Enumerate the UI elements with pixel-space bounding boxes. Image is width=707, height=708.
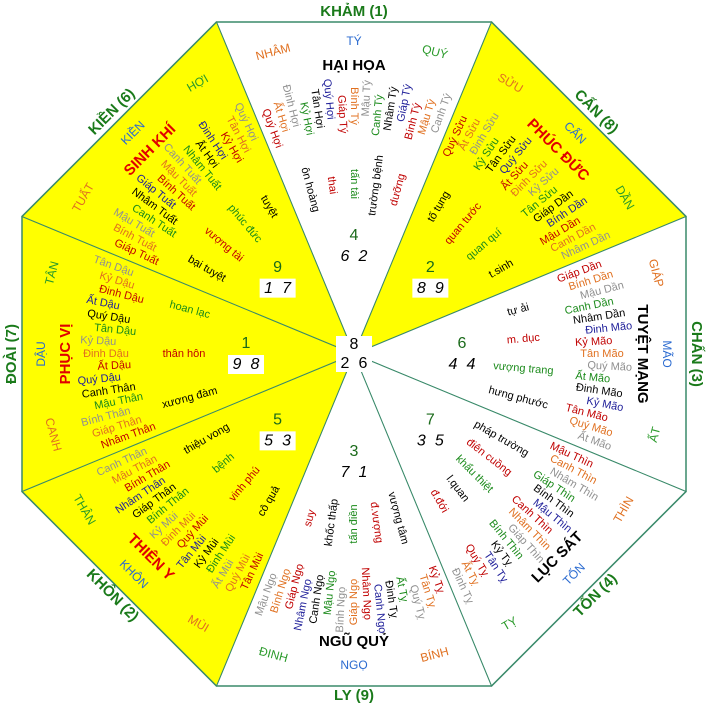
flying-star: 1 — [242, 335, 251, 352]
flying-star: 9 — [233, 356, 242, 373]
mountain: TÂN — [41, 259, 62, 286]
flying-star: 6 — [458, 335, 467, 352]
direction-label: ĐOÀI (7) — [3, 324, 20, 384]
flying-star: 4 — [449, 356, 458, 373]
palace-word: tấn tài — [348, 169, 360, 199]
stem-branch: Tân Dậu — [94, 322, 137, 338]
stem-branch: Kỷ Dậu — [80, 334, 117, 348]
flying-star: 7 — [282, 280, 292, 297]
number-box — [444, 355, 480, 374]
flying-star: 1 — [264, 280, 273, 297]
stem-branch: Tân Hợi — [308, 88, 326, 129]
stem-branch: Quý Hợi — [321, 78, 337, 120]
flying-star: 3 — [282, 433, 291, 450]
flying-star: 4 — [350, 227, 359, 244]
star-name: TUYỆT MẠNG — [634, 304, 652, 403]
palace-word: đ.vượng — [368, 501, 385, 544]
stem-branch: Giáp Ngọ — [348, 579, 360, 625]
stem-branch: Ất Mão — [575, 369, 611, 385]
stem-branch: Giáp Tý — [335, 95, 349, 134]
palace-word: suy — [302, 508, 318, 528]
number-box — [259, 278, 296, 298]
octagon-border — [21, 21, 687, 687]
direction-label: KHẢM (1) — [320, 3, 388, 20]
stem-branch: Ất Tỵ — [393, 575, 411, 603]
direction-label: CHẤN (3) — [688, 321, 705, 387]
palace-word: thai — [325, 176, 339, 195]
flying-star: 6 — [341, 248, 350, 265]
mountain: TÝ — [346, 33, 361, 48]
flying-star: 8 — [417, 280, 426, 297]
stem-branch: Đinh Dậu — [83, 348, 129, 360]
palace-word: vượng trang — [493, 360, 554, 377]
center-box — [336, 336, 372, 372]
stem-branch: Bính Ngọ — [334, 586, 348, 632]
stem-branch: Kỷ Mão — [575, 335, 613, 349]
stem-branch: Ất Dậu — [97, 358, 131, 373]
flying-star: 8 — [251, 356, 260, 373]
flying-star: 5 — [264, 433, 273, 450]
mountain: QUÝ — [421, 41, 450, 62]
palace-word: m. dục — [506, 332, 540, 347]
mountain: ẤT — [645, 424, 664, 443]
flying-star: 3 — [417, 433, 426, 450]
mountain: MÃO — [660, 340, 674, 367]
number-box — [336, 463, 372, 482]
stem-branch: Bính Tý — [348, 87, 360, 125]
flying-star: 7 — [341, 464, 351, 481]
center-star: 8 — [350, 336, 359, 353]
flying-star: 7 — [426, 412, 435, 429]
star-name: NGŨ QUỶ — [319, 632, 389, 650]
star-name: PHỤC VỊ — [57, 324, 74, 385]
stem-branch: Đinh Mão — [585, 320, 633, 337]
flying-star: 9 — [435, 280, 444, 297]
mountain: DẬU — [33, 341, 48, 366]
number-box — [412, 278, 449, 298]
stem-branch: Quý Mão — [587, 360, 632, 374]
flying-star: 4 — [467, 356, 476, 373]
number-box — [336, 247, 372, 266]
flying-star: 5 — [435, 433, 444, 450]
stem-branch: Canh Ngọ — [371, 583, 388, 633]
number-box — [228, 355, 264, 374]
palace-word: tự ải — [506, 301, 530, 318]
center-star: 2 — [341, 355, 350, 372]
mountain: BÍNH — [419, 643, 451, 665]
stem-branch: Tân Mão — [580, 348, 623, 360]
stem-branch: Mậu Tý — [360, 79, 374, 117]
number-box — [412, 431, 449, 451]
mountain: TỴ — [499, 614, 519, 634]
flying-star: 3 — [350, 443, 359, 460]
flying-star: 2 — [426, 259, 435, 276]
palace-word: tấn điền — [348, 504, 360, 543]
stem-branch: Mậu Ngọ — [322, 570, 338, 616]
direction-label: LY (9) — [334, 687, 374, 704]
flying-star: 5 — [273, 412, 282, 429]
flying-star: 2 — [358, 248, 368, 265]
star-name: HẠI HỌA — [322, 57, 386, 74]
palace-word: thân hôn — [163, 348, 206, 360]
stem-branch: Nhâm Ngọ — [359, 567, 374, 620]
flying-star: 9 — [273, 259, 282, 276]
stem-branch: Đinh Tỵ — [382, 580, 400, 620]
flying-star: 1 — [359, 464, 368, 481]
mountain: NGỌ — [340, 658, 367, 672]
center-star: 6 — [359, 355, 368, 372]
mountain: GIÁP — [646, 257, 668, 289]
number-box — [259, 431, 296, 451]
stem-branch: Quý Dậu — [77, 371, 121, 387]
stem-branch: Canh Tý — [370, 94, 386, 137]
